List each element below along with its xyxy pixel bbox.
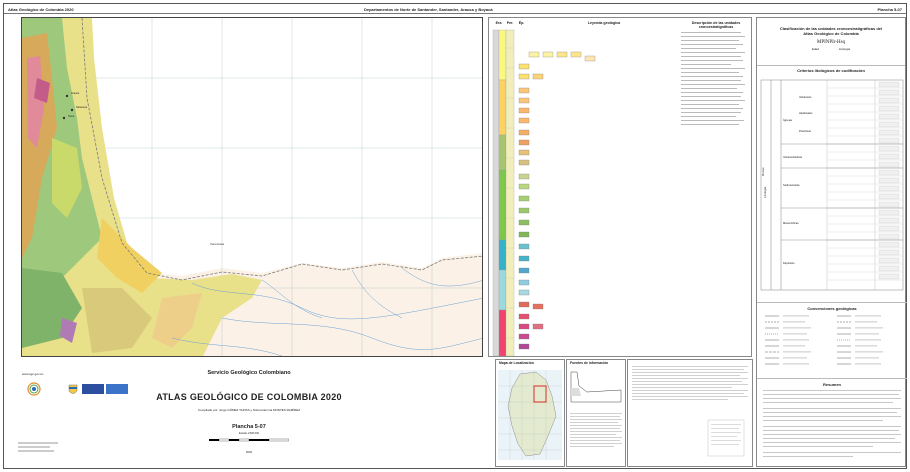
- index-panel: [627, 359, 753, 467]
- ministry-logo-icon: [82, 384, 104, 394]
- era-header: Era: [495, 21, 502, 25]
- government-logo-icon: [106, 384, 128, 394]
- header-bar: Atlas Geológico de Colombia 2020 Departa…: [4, 4, 906, 14]
- colombia-shield-icon: [68, 384, 78, 394]
- lithology-table: [760, 79, 904, 291]
- group-metamorficas: Metamórficas: [783, 222, 799, 225]
- sub-hipabisales: Hipabisales: [799, 112, 813, 115]
- sources-title: Fuentes de información: [570, 361, 609, 365]
- description-title: Descripción de las unidades cronoestrati…: [691, 21, 741, 29]
- resumen-text: [763, 390, 901, 457]
- rocas-side-label: Rocas: [761, 167, 765, 176]
- location-map[interactable]: [496, 366, 564, 464]
- convenciones-title: Convenciones geológicas: [757, 302, 907, 311]
- compiled-by: Compilado por: Jorge GÓMEZ TAPIAS y Noho…: [197, 408, 301, 412]
- legend-panel: Era Per. Ép. Leyenda geológica Descripci…: [488, 17, 752, 357]
- right-panel: Clasificación de las unidades cronoestra…: [756, 17, 907, 467]
- header-center: Departamentos de Norte de Santander, San…: [364, 7, 493, 12]
- location-map-panel: Mapa de Localización: [495, 359, 565, 467]
- index-text: [632, 366, 748, 457]
- classification-title: Clasificación de las unidades cronoestra…: [779, 26, 883, 36]
- group-sedimentarias: Sedimentarias: [783, 184, 800, 187]
- period-header: Per.: [506, 21, 514, 25]
- sources-list: [570, 413, 622, 447]
- stratigraphic-column: [492, 29, 745, 357]
- scale-text: Escala 1:500 000: [238, 432, 260, 435]
- criterios-title: Criterios litológicos de codificación: [757, 65, 905, 73]
- header-left: Atlas Geológico de Colombia 2020: [8, 7, 74, 12]
- sub-plutonicas: Plutónicas: [799, 130, 811, 133]
- atlas-title: ATLAS GEOLÓGICO DE COLOMBIA 2020: [156, 392, 342, 402]
- sub-volcanicas: Volcánicas: [799, 96, 812, 99]
- header-right: Plancha 5-07: [877, 7, 902, 12]
- resumen-title: Resumen: [757, 378, 907, 387]
- map-sheet: Atlas Geológico de Colombia 2020 Departa…: [3, 3, 907, 469]
- town-label: Arauca: [71, 92, 80, 95]
- plate-number: Plancha 5-07: [232, 424, 266, 430]
- website-link[interactable]: www.sgc.gov.co: [22, 372, 44, 376]
- legend-col-headers: Era Per. Ép.: [493, 21, 527, 25]
- group-depositos: Depósitos: [783, 262, 795, 265]
- unit-formula: MPINPIr-Hsq: [816, 40, 846, 45]
- convenciones-symbols: [765, 315, 883, 365]
- town-label: Tame: [68, 115, 75, 118]
- epoch-header: Ép.: [518, 21, 525, 25]
- geologic-map[interactable]: Arauca Saravena Tame Venezuela: [21, 17, 483, 357]
- scale-bar: [209, 438, 289, 442]
- credits-text: [18, 442, 58, 444]
- sgc-logo-icon: [27, 382, 41, 396]
- geologic-map-canvas: [22, 18, 482, 356]
- title-block: Servicio Geológico Colombiano ATLAS GEOL…: [4, 360, 494, 468]
- group-igneas: Ígneas: [783, 118, 793, 122]
- litologia-label: Litología: [838, 47, 851, 51]
- credits-text: [18, 450, 54, 452]
- group-volcanoclasticas: Volcanoclásticas: [783, 156, 803, 159]
- year: 2020: [245, 450, 253, 454]
- credits-text: [18, 446, 50, 448]
- sources-panel: Fuentes de información: [566, 359, 626, 467]
- country-label: Venezuela: [210, 242, 225, 246]
- town-label: Saravena: [76, 106, 88, 109]
- org-name: Servicio Geológico Colombiano: [207, 370, 291, 376]
- sources-map: [570, 371, 622, 403]
- geologic-legend-title: Leyenda geológica: [587, 21, 621, 25]
- location-map-title: Mapa de Localización: [499, 361, 534, 365]
- litologia-side-label: Litología: [763, 186, 767, 198]
- edad-label: Edad: [811, 47, 819, 51]
